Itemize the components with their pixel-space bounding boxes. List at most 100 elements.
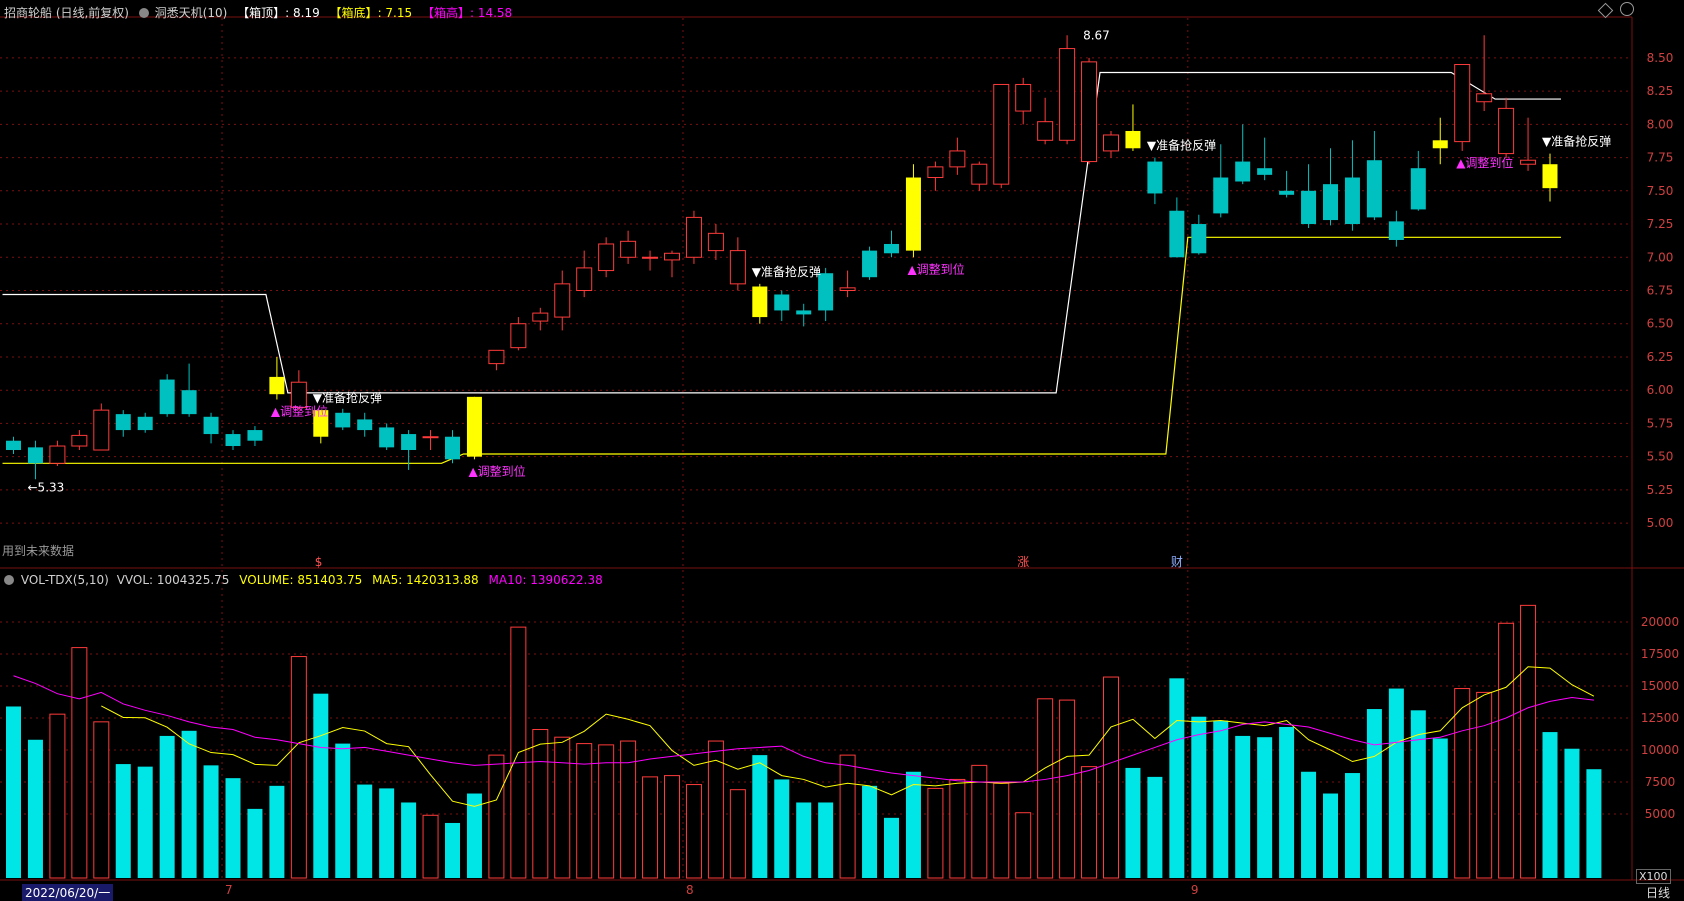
sell-signal-label: ▼准备抢反弹: [1542, 134, 1611, 149]
indicator-title: 洞悉天机(10): [154, 6, 228, 20]
price-tick-label: 6.25: [1647, 350, 1674, 364]
volume-bar: [1586, 769, 1602, 878]
box-top-value: : 8.19: [285, 6, 320, 20]
buy-signal-label: ▲调整到位: [468, 463, 525, 478]
candle-body: [137, 416, 153, 431]
candle-body: [1388, 221, 1404, 240]
volume-bar: [1542, 732, 1558, 878]
volume-bar: [1498, 622, 1515, 879]
volume-bar: [181, 730, 197, 878]
candle-body: [49, 445, 66, 464]
candle-body: [905, 177, 921, 251]
volume-bar: [1081, 766, 1098, 879]
volume-bar: [1520, 604, 1537, 879]
volume-bar: [862, 785, 878, 878]
volume-bar: [247, 808, 263, 878]
volume-dot-icon[interactable]: [4, 575, 14, 585]
candle-body: [6, 440, 21, 451]
candle-body: [1059, 48, 1076, 141]
sell-signal-label: ▼准备抢反弹: [1147, 138, 1216, 153]
volume-bar: [357, 784, 373, 878]
volume-bar: [1564, 748, 1580, 878]
candle-body: [971, 163, 988, 185]
candle-body: [1235, 161, 1251, 182]
candle-body: [949, 150, 966, 168]
volume-tick-label: 10000: [1641, 743, 1679, 757]
box-high-label: 【箱高】: [421, 6, 470, 20]
volume-bar: [554, 736, 571, 879]
volume-bar: [839, 754, 856, 879]
volume-bar: [488, 754, 505, 879]
candle-body: [93, 409, 110, 451]
volume-bar: [707, 740, 724, 879]
volume-bar: [1213, 720, 1229, 878]
price-tick-label: 5.25: [1647, 483, 1674, 497]
candle-body: [422, 436, 439, 439]
volume-bar: [159, 735, 175, 878]
volume-bar: [993, 782, 1010, 879]
volume-bar: [269, 785, 285, 878]
candle-body: [1103, 134, 1119, 152]
volume-bar: [203, 765, 219, 878]
options-circle-icon[interactable]: [1620, 2, 1634, 16]
volume-bar: [1059, 699, 1076, 879]
candle-body: [488, 349, 505, 365]
high-price-annotation: 8.67: [1083, 28, 1110, 42]
candle-body: [1432, 140, 1448, 149]
volume-value: VOLUME: 851403.75: [239, 573, 363, 587]
candle-body: [1498, 107, 1515, 155]
volume-bar: [971, 764, 988, 879]
volume-bar: [532, 729, 549, 879]
volume-bar: [1432, 738, 1448, 878]
volume-bar: [1037, 698, 1054, 879]
candle-body: [1191, 224, 1207, 254]
candle-body: [1213, 177, 1229, 214]
price-tick-label: 6.00: [1647, 383, 1674, 397]
volume-tick-label: 17500: [1641, 647, 1679, 661]
volume-tick-label: 20000: [1641, 615, 1679, 629]
volume-bar: [313, 693, 329, 878]
candle-body: [379, 427, 395, 448]
volume-bar: [729, 789, 746, 879]
volume-bar: [1366, 709, 1382, 878]
volume-bar: [884, 817, 899, 878]
volume-bar: [685, 784, 702, 879]
box-bottom-label: 【箱底】: [329, 6, 378, 20]
candle-body: [1279, 190, 1295, 195]
candle-body: [532, 312, 549, 322]
volume-bar: [445, 822, 460, 878]
indicator-dot-icon[interactable]: [138, 8, 149, 18]
volume-bar: [115, 764, 131, 878]
candle-body: [290, 381, 307, 408]
volume-bar: [225, 778, 241, 878]
candle-body: [1542, 164, 1558, 189]
volume-bar: [1344, 773, 1360, 878]
candle-body: [729, 250, 746, 285]
volume-bar: [1015, 812, 1032, 879]
buy-signal-label: ▲调整到位: [271, 404, 328, 419]
candle-body: [115, 414, 131, 431]
chart-header: 招商轮船 (日线,前复权) 洞悉天机(10) 【箱顶】: 8.19 【箱底】: …: [4, 4, 512, 21]
candle-body: [1366, 160, 1382, 218]
volume-bar: [401, 802, 417, 878]
price-tick-label: 7.25: [1647, 217, 1674, 231]
candle-body: [927, 166, 944, 179]
price-tick-label: 7.00: [1647, 250, 1674, 264]
month-tick-label: 9: [1191, 883, 1199, 897]
candle-body: [1410, 168, 1426, 210]
candle-body: [1301, 190, 1317, 225]
candle-body: [620, 240, 637, 258]
volume-bar: [422, 814, 439, 879]
candle-body: [313, 410, 329, 437]
price-tick-label: 5.50: [1647, 450, 1674, 464]
volume-bar: [752, 755, 768, 878]
candle-body: [862, 250, 878, 278]
volume-bar: [905, 771, 921, 878]
candle-body: [445, 436, 460, 460]
period-label[interactable]: 日线: [1646, 886, 1671, 900]
buy-signal-label: ▲调整到位: [907, 261, 964, 276]
candle-body: [598, 243, 615, 272]
event-marker: $: [315, 555, 323, 569]
candle-body: [796, 310, 812, 315]
